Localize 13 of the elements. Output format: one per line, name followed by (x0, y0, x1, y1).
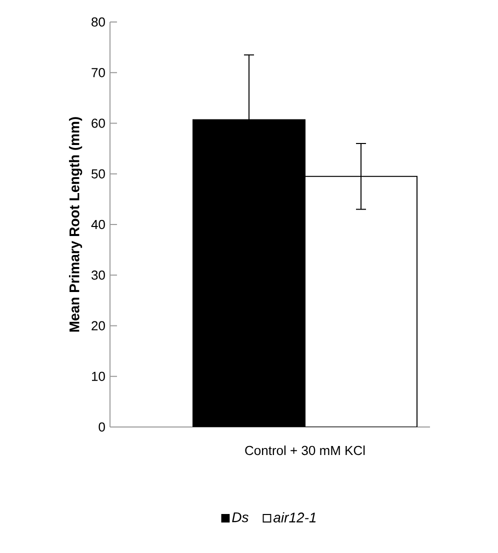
x-tick-label: Control + 30 mM KCl (245, 446, 365, 456)
y-tick-label: 0 (98, 422, 105, 432)
y-tick-label: 20 (92, 321, 105, 330)
legend-label: Ds (232, 512, 248, 522)
legend-label: air12-1 (273, 512, 316, 522)
y-tick-label: 40 (91, 220, 105, 230)
y-axis-title: Mean Primary Root Length (mm) (69, 117, 82, 332)
y-tick-label: 70 (92, 68, 105, 78)
y-tick-label: 50 (92, 169, 105, 178)
y-tick-label: 80 (92, 17, 105, 27)
y-tick-label: 10 (92, 372, 105, 381)
y-tick-label: 30 (92, 270, 105, 280)
y-tick-label: 60 (92, 118, 105, 128)
